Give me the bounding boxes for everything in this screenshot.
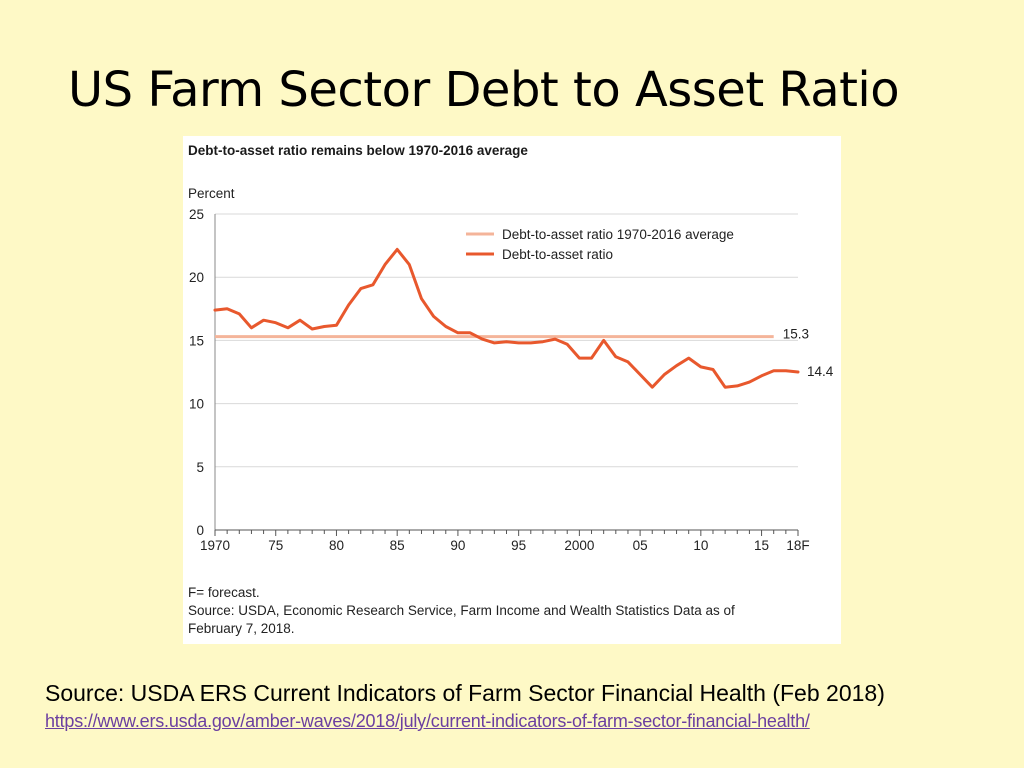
y-tick-label-5: 5: [196, 460, 204, 475]
slide-title: US Farm Sector Debt to Asset Ratio: [68, 62, 900, 118]
y-tick-label-15: 15: [189, 333, 204, 348]
x-tick-label-1995: 95: [511, 538, 526, 553]
x-tick-label-1970: 1970: [200, 538, 230, 553]
x-tick-label-1990: 90: [450, 538, 465, 553]
y-tick-label-0: 0: [196, 523, 204, 538]
legend-label-average: Debt-to-asset ratio 1970-2016 average: [502, 227, 734, 242]
chart-notes: F= forecast. Source: USDA, Economic Rese…: [188, 584, 735, 638]
average-end-label: 15.3: [783, 327, 809, 342]
x-tick-label-1980: 80: [329, 538, 344, 553]
source-link[interactable]: https://www.ers.usda.gov/amber-waves/201…: [45, 711, 810, 731]
x-tick-label-2010: 10: [693, 538, 708, 553]
chart-title: Debt-to-asset ratio remains below 1970-2…: [188, 143, 528, 158]
forecast-note: F= forecast.: [188, 585, 260, 600]
y-axis-label: Percent: [188, 186, 235, 201]
legend-label-ratio: Debt-to-asset ratio: [502, 247, 613, 262]
ratio-line: [213, 247, 800, 389]
chart-panel: 0 5 10 15 20 25 1970 75 80 85 90 95 2000 05 10 15 18F 15.…: [183, 136, 841, 644]
y-tick-label-25: 25: [189, 207, 204, 222]
x-tick-label-2000: 2000: [564, 538, 594, 553]
x-tick-label-1985: 85: [390, 538, 405, 553]
source-note: Source: USDA, Economic Research Service,…: [188, 603, 735, 618]
ratio-end-label: 14.4: [807, 364, 834, 379]
x-tick-label-2005: 05: [633, 538, 648, 553]
x-tick-label-1975: 75: [268, 538, 283, 553]
y-tick-label-20: 20: [189, 270, 204, 285]
footer-source-text: Source: USDA ERS Current Indicators of F…: [45, 680, 885, 706]
x-tick-label-2015: 15: [754, 538, 769, 553]
source-date-note: February 7, 2018.: [188, 621, 295, 636]
x-tick-label-2018: 18F: [786, 538, 809, 553]
y-tick-label-10: 10: [189, 397, 204, 412]
